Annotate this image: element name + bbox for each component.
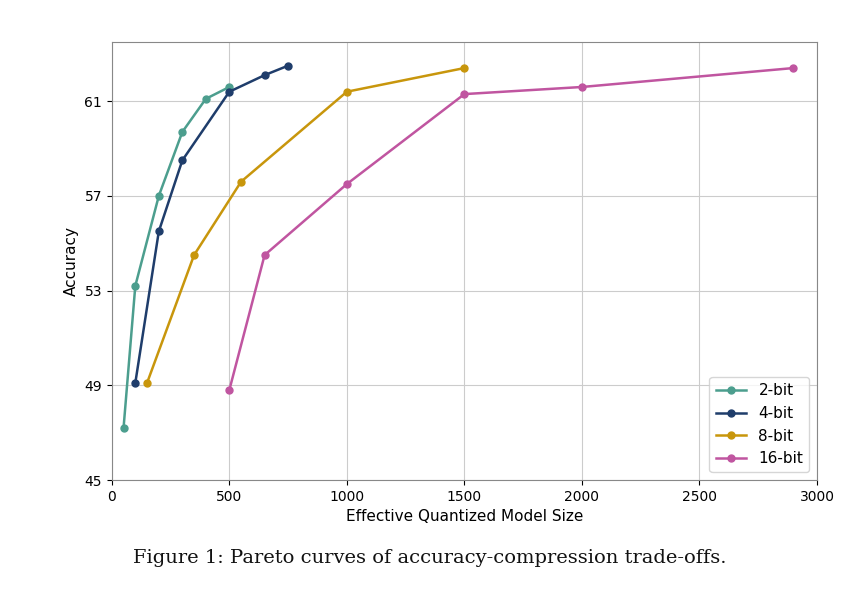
2-bit — [119, 424, 129, 431]
4-bit — [154, 228, 164, 235]
Line: 16-bit: 16-bit — [226, 65, 797, 394]
16-bit — [577, 83, 587, 91]
2-bit — [154, 192, 164, 199]
Legend: 2-bit, 4-bit, 8-bit, 16-bit: 2-bit, 4-bit, 8-bit, 16-bit — [710, 377, 809, 472]
Line: 4-bit: 4-bit — [132, 62, 292, 386]
4-bit — [260, 71, 270, 79]
16-bit — [341, 181, 352, 188]
16-bit — [260, 251, 270, 259]
16-bit — [789, 64, 799, 71]
Text: Figure 1: Pareto curves of accuracy-compression trade-offs.: Figure 1: Pareto curves of accuracy-comp… — [133, 549, 727, 567]
4-bit — [224, 88, 235, 95]
4-bit — [130, 379, 140, 386]
2-bit — [224, 83, 235, 91]
16-bit — [224, 386, 235, 394]
8-bit — [459, 64, 470, 71]
X-axis label: Effective Quantized Model Size: Effective Quantized Model Size — [346, 509, 583, 524]
Line: 2-bit: 2-bit — [120, 83, 233, 431]
8-bit — [236, 178, 246, 185]
8-bit — [189, 251, 200, 259]
8-bit — [341, 88, 352, 95]
8-bit — [142, 379, 152, 386]
2-bit — [200, 95, 211, 103]
2-bit — [130, 282, 140, 289]
Line: 8-bit: 8-bit — [144, 65, 468, 386]
2-bit — [177, 128, 187, 136]
4-bit — [177, 157, 187, 164]
16-bit — [459, 91, 470, 98]
4-bit — [283, 62, 293, 69]
Y-axis label: Accuracy: Accuracy — [64, 226, 79, 296]
